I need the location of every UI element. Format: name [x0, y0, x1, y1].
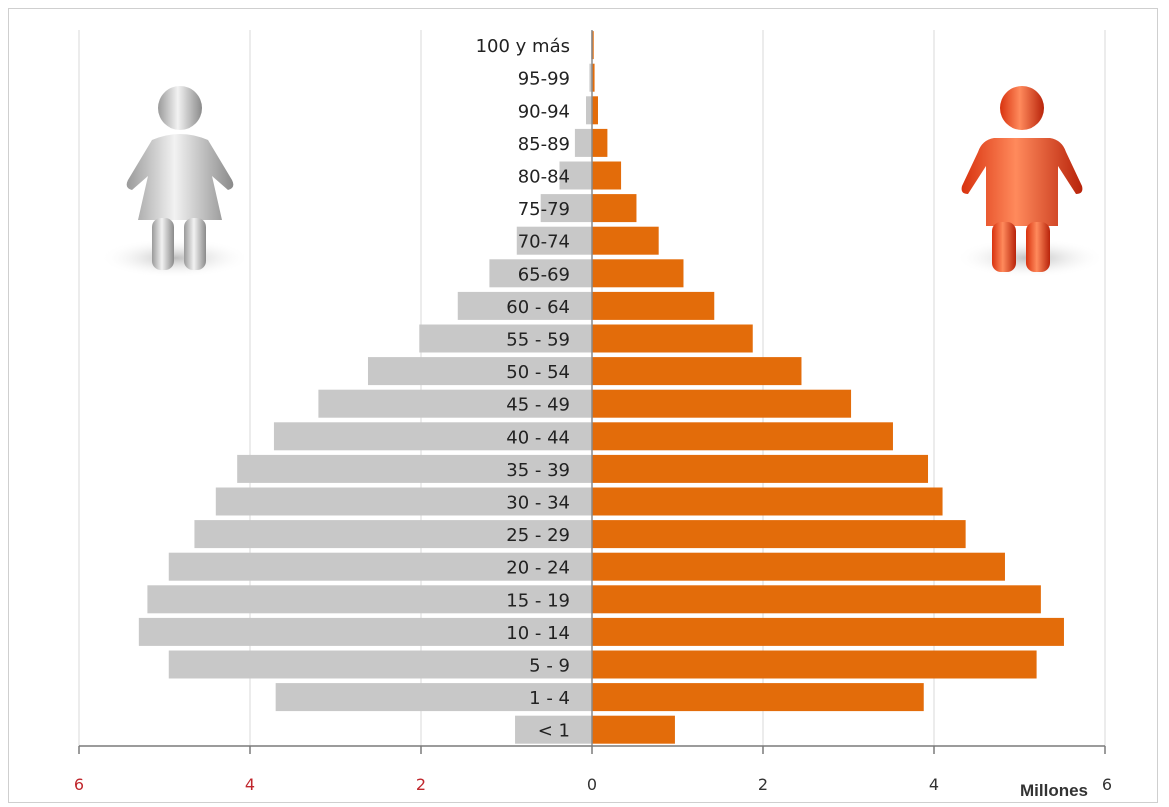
- bar-left: [457, 291, 592, 320]
- age-group-label: < 1: [538, 721, 570, 742]
- bar-right: [592, 128, 608, 157]
- bar-right: [592, 422, 893, 451]
- x-tick-label-left: 4: [245, 775, 255, 794]
- bar-left: [237, 454, 593, 483]
- age-group-labels: < 1 1 - 4 5 - 9 10 - 14 15 - 19 20 - 24 25 - 2…: [476, 36, 570, 742]
- bar-left: [275, 683, 592, 712]
- bar-right: [592, 520, 966, 549]
- age-group-label: 40 - 44: [506, 427, 570, 448]
- age-group-label: 70-74: [518, 232, 570, 253]
- bar-right: [592, 454, 929, 483]
- bar-left: [489, 259, 592, 288]
- bar-right: [592, 194, 637, 223]
- age-group-label: 90-94: [518, 101, 570, 122]
- bar-left: [318, 389, 592, 418]
- x-unit-label: Millones: [1020, 781, 1088, 800]
- age-group-label: 30 - 34: [506, 493, 570, 514]
- bar-right: [592, 617, 1064, 646]
- bar-right: [592, 226, 659, 255]
- bar-right: [592, 63, 595, 92]
- bar-right: [592, 324, 753, 353]
- x-tick-label-left: 2: [416, 775, 426, 794]
- bar-left: [215, 487, 593, 516]
- bar-left: [138, 617, 592, 646]
- bar-right: [592, 161, 622, 190]
- bar-left: [419, 324, 592, 353]
- bar-right: [592, 96, 598, 125]
- x-tick-label-right: 4: [929, 775, 939, 794]
- age-group-label: 50 - 54: [506, 362, 570, 383]
- age-group-label: 65-69: [518, 264, 570, 285]
- age-group-label: 1 - 4: [529, 688, 570, 709]
- bar-left: [168, 650, 592, 679]
- x-axis: 6 4 2 0 2 4 6 Millones: [74, 30, 1112, 800]
- bar-left: [586, 96, 592, 125]
- bar-left: [147, 585, 592, 614]
- bar-left: [168, 552, 592, 581]
- bar-left: [516, 226, 592, 255]
- bar-right: [592, 357, 802, 386]
- bar-left: [367, 357, 592, 386]
- bar-left: [559, 161, 592, 190]
- age-group-label: 10 - 14: [506, 623, 570, 644]
- age-group-label: 75-79: [518, 199, 570, 220]
- bar-right: [592, 487, 943, 516]
- age-group-label: 20 - 24: [506, 558, 570, 579]
- x-tick-label-left: 6: [74, 775, 84, 794]
- age-group-label: 95-99: [518, 69, 570, 90]
- bar-right: [592, 683, 924, 712]
- bar-left: [515, 715, 592, 744]
- bar-left: [589, 63, 592, 92]
- bar-left: [273, 422, 592, 451]
- age-group-label: 35 - 39: [506, 460, 570, 481]
- age-group-label: 100 y más: [476, 36, 570, 57]
- bar-left: [540, 194, 592, 223]
- bars: [138, 31, 1064, 744]
- age-group-label: 5 - 9: [529, 656, 570, 677]
- bar-right: [592, 585, 1041, 614]
- bar-right: [592, 650, 1037, 679]
- bar-right: [592, 552, 1005, 581]
- age-group-label: 15 - 19: [506, 590, 570, 611]
- female-figure-icon: [100, 86, 250, 278]
- age-group-label: 60 - 64: [506, 297, 570, 318]
- age-group-label: 80-84: [518, 167, 570, 188]
- bar-left: [574, 128, 592, 157]
- bar-right: [592, 715, 675, 744]
- bar-right: [592, 31, 594, 60]
- x-tick-label-right: 0: [587, 775, 597, 794]
- bar-right: [592, 291, 715, 320]
- age-group-label: 25 - 29: [506, 525, 570, 546]
- x-tick-label-right: 6: [1102, 775, 1112, 794]
- bar-right: [592, 259, 684, 288]
- bar-right: [592, 389, 852, 418]
- male-figure-icon: [955, 86, 1105, 278]
- age-group-label: 55 - 59: [506, 330, 570, 351]
- bar-left: [194, 520, 593, 549]
- age-group-label: 85-89: [518, 134, 570, 155]
- age-group-label: 45 - 49: [506, 395, 570, 416]
- x-tick-label-right: 2: [758, 775, 768, 794]
